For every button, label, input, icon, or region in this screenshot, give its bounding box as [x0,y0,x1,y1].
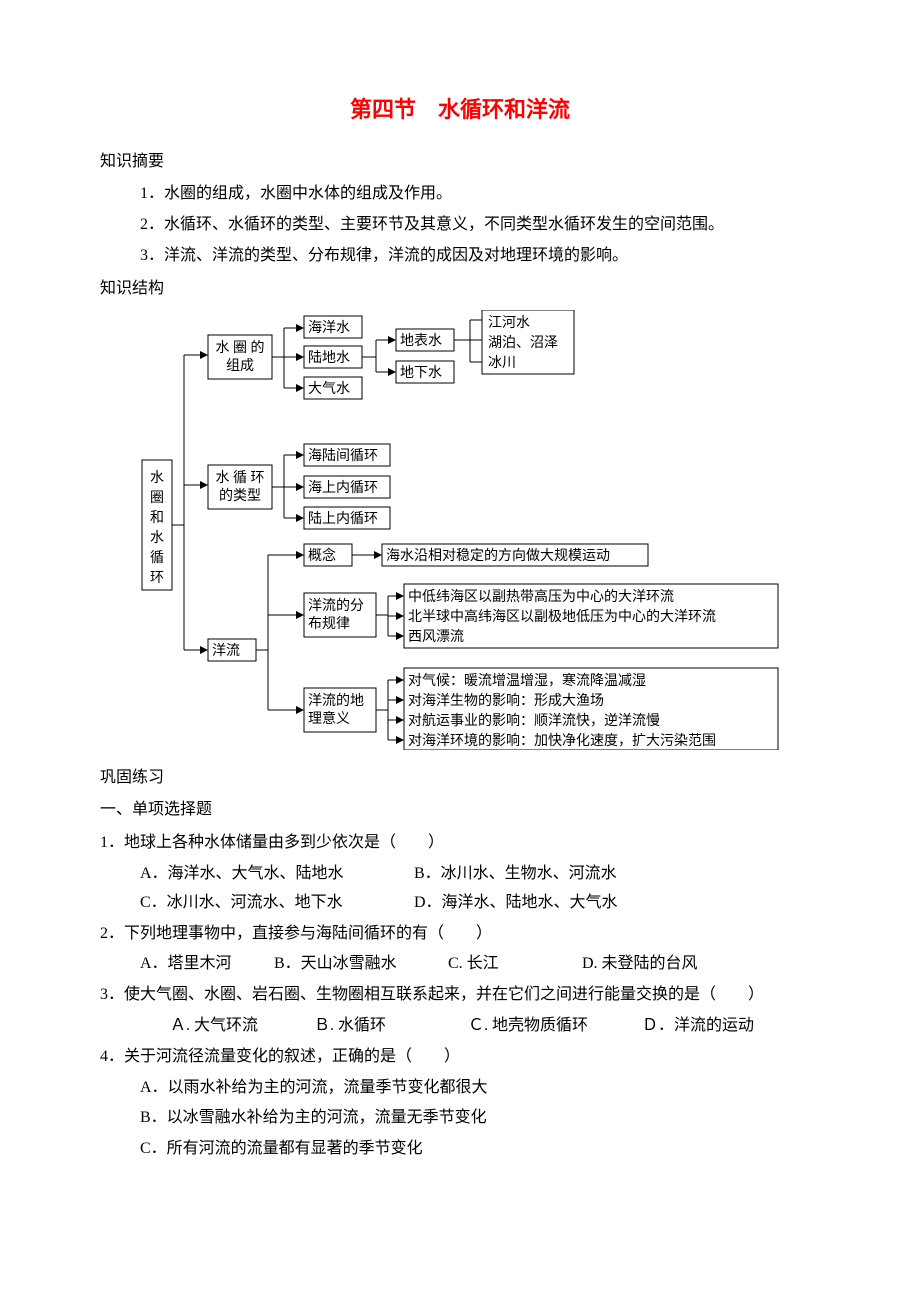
root-char-3: 和 [150,510,164,526]
q3-option-b: Ｂ. 水循环 [314,1012,464,1041]
svg-text:理意义: 理意义 [308,710,350,727]
root-char-1: 水 [150,470,164,486]
svg-text:布规律: 布规律 [308,616,350,632]
part1-heading: 一、单项选择题 [100,796,820,825]
meaning-line-4: 对海洋环境的影响：加快净化速度，扩大污染范围 [408,732,716,749]
summary-line-2: 2．水循环、水循环的类型、主要环节及其意义，不同类型水循环发生的空间范围。 [100,211,820,240]
dist-line-2: 北半球中高纬海区以副极地低压为中心的大洋环流 [408,608,716,625]
meaning-line-2: 对海洋生物的影响：形成大渔场 [408,693,604,709]
practice-heading: 巩固练习 [100,764,820,793]
dist-line-1: 中低纬海区以副热带高压为中心的大洋环流 [408,588,674,605]
svg-text:洋流的地: 洋流的地 [308,693,364,709]
svg-text:水 循 环: 水 循 环 [216,470,265,486]
node-surface-water: 地表水 [400,333,442,349]
knowledge-structure-diagram: 水 圈 和 水 循 环 水 圈 的 [140,310,780,750]
node-cycle-sea: 海上内循环 [308,480,378,496]
root-char-2: 圈 [150,491,164,506]
summary-line-3: 3．洋流、洋流的类型、分布规律，洋流的成因及对地理环境的影响。 [100,242,820,271]
node-ground-water: 地下水 [400,365,442,381]
node-land-water: 陆地水 [308,350,350,366]
q2-option-c: C. 长江 [448,950,578,979]
node-concept: 概念 [308,547,336,564]
q2-option-d: D. 未登陆的台风 [582,950,698,979]
q2-option-b: B．天山冰雪融水 [274,950,444,979]
meaning-line-1: 对气候：暖流增温增湿，寒流降温减湿 [408,672,646,689]
node-cycle-land: 陆上内循环 [308,511,378,527]
node-cycle-land-sea: 海陆间循环 [308,448,378,464]
q4-stem: 4．关于河流径流量变化的叙述，正确的是（ ） [100,1043,820,1072]
root-char-5: 循 [150,550,164,566]
svg-text:江河水: 江河水 [488,315,530,331]
q4-option-b: B．以冰雪融水补给为主的河流，流量无季节变化 [100,1104,820,1133]
svg-text:组成: 组成 [226,358,254,374]
svg-text:洋流的分: 洋流的分 [308,598,364,614]
node-ocean-water: 海洋水 [308,320,350,336]
document-page: 第四节 水循环和洋流 知识摘要 1．水圈的组成，水圈中水体的组成及作用。 2．水… [0,0,920,1226]
q1-option-b: B．冰川水、生物水、河流水 [414,860,617,889]
svg-text:冰川: 冰川 [488,355,516,371]
root-char-4: 水 [150,530,164,546]
q1-option-a: A．海洋水、大气水、陆地水 [140,860,410,889]
q2-option-a: A．塔里木河 [140,950,270,979]
q2-stem: 2．下列地理事物中，直接参与海陆间循环的有（ ） [100,920,820,949]
q4-option-c: C．所有河流的流量都有显著的季节变化 [100,1135,820,1164]
node-atm-water: 大气水 [308,381,350,397]
summary-line-1: 1．水圈的组成，水圈中水体的组成及作用。 [100,180,820,209]
concept-text: 海水沿相对稳定的方向做大规模运动 [386,548,610,564]
summary-heading: 知识摘要 [100,148,820,177]
node-ocean-current: 洋流 [212,643,240,659]
q3-option-d: Ｄ．洋流的运动 [642,1012,754,1041]
q3-stem: 3．使大气圈、水圈、岩石圈、生物圈相互联系起来，并在它们之间进行能量交换的是（ … [100,981,820,1010]
page-title: 第四节 水循环和洋流 [100,90,820,130]
q1-option-d: D．海洋水、陆地水、大气水 [414,889,618,918]
svg-text:湖泊、沼泽: 湖泊、沼泽 [488,335,558,351]
root-char-6: 环 [150,571,164,586]
q3-option-a: Ａ. 大气环流 [170,1012,310,1041]
q4-option-a: A．以雨水补给为主的河流，流量季节变化都很大 [100,1074,820,1103]
q1-option-c: C．冰川水、河流水、地下水 [140,889,410,918]
svg-text:的类型: 的类型 [219,488,261,504]
dist-line-3: 西风漂流 [408,629,464,645]
meaning-line-3: 对航运事业的影响：顺洋流快，逆洋流慢 [408,712,660,729]
svg-text:水 圈 的: 水 圈 的 [216,340,265,356]
q1-stem: 1．地球上各种水体储量由多到少依次是（ ） [100,829,820,858]
q3-option-c: Ｃ. 地壳物质循环 [468,1012,638,1041]
structure-heading: 知识结构 [100,275,820,304]
